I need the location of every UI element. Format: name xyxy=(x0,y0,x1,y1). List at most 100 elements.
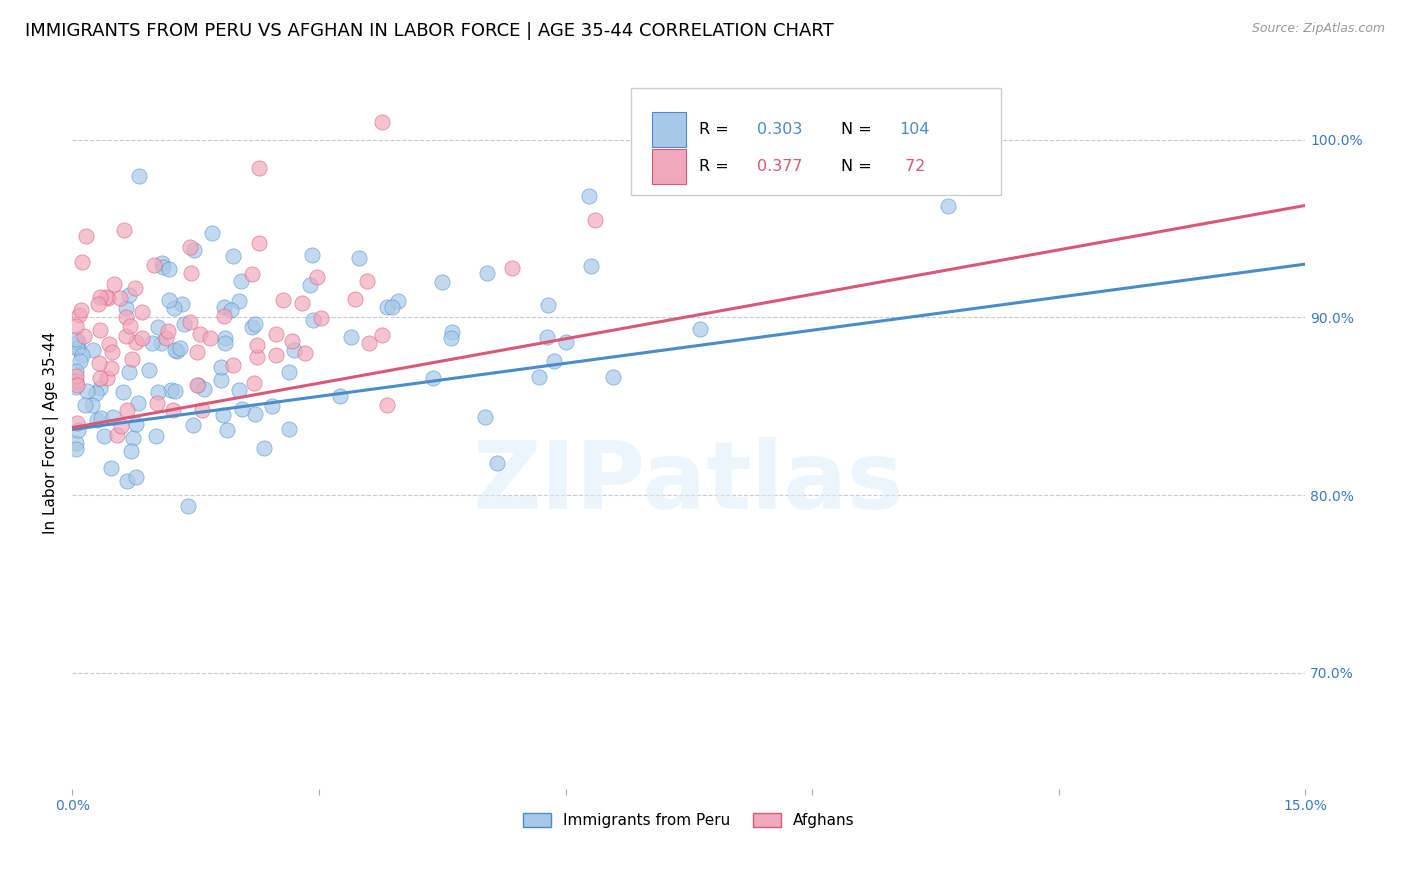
Point xyxy=(228,293,250,308)
Point xyxy=(131,331,153,345)
FancyBboxPatch shape xyxy=(652,149,686,184)
FancyBboxPatch shape xyxy=(631,88,1001,194)
Text: IMMIGRANTS FROM PERU VS AFGHAN IN LABOR FORCE | AGE 35-44 CORRELATION CHART: IMMIGRANTS FROM PERU VS AFGHAN IN LABOR … xyxy=(25,22,834,40)
Point xyxy=(359,336,381,351)
Point xyxy=(75,229,97,244)
Point xyxy=(529,369,551,384)
Point xyxy=(170,296,193,310)
Text: ZIPatlas: ZIPatlas xyxy=(474,437,904,529)
Point xyxy=(156,324,179,338)
Point xyxy=(128,169,150,183)
Point xyxy=(246,338,269,352)
Point xyxy=(96,371,118,385)
Point xyxy=(422,371,444,385)
Point xyxy=(936,199,959,213)
Text: R =: R = xyxy=(699,159,734,174)
Point xyxy=(339,329,361,343)
Point xyxy=(219,303,242,318)
Point xyxy=(89,370,111,384)
Point xyxy=(214,300,236,314)
Point xyxy=(69,354,91,368)
Point xyxy=(474,409,496,424)
Point xyxy=(209,360,232,375)
Point xyxy=(307,270,329,285)
Point xyxy=(125,470,148,484)
Point xyxy=(89,323,111,337)
Point xyxy=(65,442,87,456)
Point xyxy=(150,256,173,270)
Point xyxy=(247,235,270,250)
Y-axis label: In Labor Force | Age 35-44: In Labor Force | Age 35-44 xyxy=(44,332,59,534)
Point xyxy=(246,350,269,364)
Point xyxy=(67,335,90,350)
Point xyxy=(100,461,122,475)
Point xyxy=(214,336,236,351)
Point xyxy=(329,389,352,403)
Point xyxy=(193,383,215,397)
FancyBboxPatch shape xyxy=(652,112,686,147)
Point xyxy=(65,332,87,346)
Point xyxy=(441,325,464,339)
Point xyxy=(87,297,110,311)
Point xyxy=(166,343,188,358)
Point xyxy=(131,305,153,319)
Point xyxy=(124,417,146,431)
Point xyxy=(183,417,205,432)
Point xyxy=(190,403,212,417)
Point xyxy=(120,444,142,458)
Point xyxy=(278,365,301,379)
Point xyxy=(240,267,263,281)
Point xyxy=(157,293,180,307)
Text: R =: R = xyxy=(699,122,734,137)
Point xyxy=(66,377,89,392)
Point xyxy=(65,380,87,394)
Point xyxy=(169,342,191,356)
Point xyxy=(66,416,89,430)
Point xyxy=(245,407,267,421)
Point xyxy=(65,369,87,384)
Point xyxy=(118,318,141,333)
Text: 72: 72 xyxy=(900,159,925,174)
Point xyxy=(501,261,523,276)
Point xyxy=(115,475,138,489)
Point xyxy=(66,342,89,356)
Point xyxy=(543,354,565,368)
Point xyxy=(114,223,136,237)
Point xyxy=(243,317,266,331)
Point xyxy=(375,300,398,314)
Point xyxy=(89,289,111,303)
Point xyxy=(229,274,252,288)
Point xyxy=(115,403,138,417)
Point xyxy=(146,320,169,334)
Point xyxy=(98,337,121,351)
Point xyxy=(70,303,93,318)
Point xyxy=(301,313,323,327)
Point xyxy=(283,343,305,358)
Text: N =: N = xyxy=(841,159,876,174)
Point xyxy=(65,364,87,378)
Text: Source: ZipAtlas.com: Source: ZipAtlas.com xyxy=(1251,22,1385,36)
Point xyxy=(93,429,115,443)
Point xyxy=(67,309,90,323)
Point xyxy=(440,331,463,345)
Point xyxy=(124,281,146,295)
Point xyxy=(247,161,270,176)
Point xyxy=(301,248,323,262)
Point xyxy=(381,300,404,314)
Point xyxy=(432,275,454,289)
Point xyxy=(146,385,169,400)
Point xyxy=(299,277,322,292)
Point xyxy=(179,315,201,329)
Point xyxy=(96,290,118,304)
Point xyxy=(186,378,208,392)
Text: 104: 104 xyxy=(900,122,931,137)
Point xyxy=(117,365,139,379)
Point xyxy=(70,348,93,362)
Point xyxy=(82,398,104,412)
Point xyxy=(356,274,378,288)
Point xyxy=(84,385,107,400)
Point xyxy=(217,423,239,437)
Point xyxy=(371,115,394,129)
Legend: Immigrants from Peru, Afghans: Immigrants from Peru, Afghans xyxy=(517,806,860,834)
Point xyxy=(371,328,394,343)
